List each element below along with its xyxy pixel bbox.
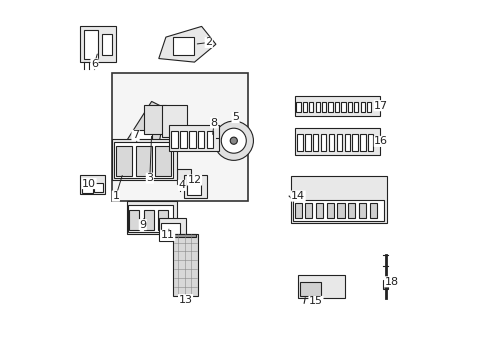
Bar	[173, 234, 198, 296]
Bar	[347, 102, 351, 112]
Text: 2: 2	[205, 37, 212, 48]
Bar	[112, 73, 247, 202]
Bar	[183, 175, 206, 198]
Bar	[336, 134, 341, 152]
Bar	[126, 202, 176, 234]
Bar	[143, 210, 153, 230]
Circle shape	[214, 121, 253, 160]
Bar	[176, 169, 190, 184]
Bar	[344, 134, 349, 152]
Text: 17: 17	[373, 101, 387, 111]
Bar	[135, 146, 151, 176]
Circle shape	[221, 128, 246, 153]
Text: 8: 8	[210, 118, 217, 128]
Bar	[155, 146, 171, 176]
Bar	[83, 30, 98, 59]
Bar	[144, 105, 165, 134]
Bar	[292, 200, 383, 221]
Bar	[315, 102, 319, 112]
Bar	[128, 205, 173, 232]
Polygon shape	[126, 102, 165, 155]
Bar	[312, 134, 318, 152]
Bar	[294, 203, 301, 217]
Bar	[347, 203, 354, 217]
Bar	[360, 134, 365, 152]
Text: 4: 4	[178, 180, 185, 190]
Text: 10: 10	[82, 179, 96, 189]
Text: 5: 5	[232, 112, 239, 122]
Bar	[369, 203, 376, 217]
Bar	[308, 102, 313, 112]
Bar	[189, 131, 195, 148]
Text: 7: 7	[132, 130, 139, 140]
Bar	[337, 203, 344, 217]
Text: 11: 11	[161, 230, 174, 240]
Polygon shape	[159, 26, 216, 62]
Bar	[294, 96, 380, 116]
Bar	[94, 183, 102, 192]
Bar	[367, 134, 373, 152]
Bar	[171, 131, 177, 148]
Bar	[360, 102, 364, 112]
Bar	[159, 217, 185, 241]
Bar	[160, 223, 180, 239]
Bar	[198, 131, 204, 148]
Bar	[102, 33, 112, 55]
Text: 6: 6	[91, 59, 98, 69]
Bar	[112, 139, 176, 180]
Text: 15: 15	[308, 296, 322, 306]
Bar	[358, 203, 365, 217]
Bar	[296, 102, 300, 112]
Bar	[297, 134, 302, 152]
Bar	[322, 102, 325, 112]
Text: 13: 13	[178, 295, 192, 305]
Text: 14: 14	[290, 191, 305, 201]
Bar	[382, 280, 387, 289]
Bar	[305, 134, 310, 152]
Bar	[162, 105, 187, 137]
Text: 12: 12	[187, 175, 201, 185]
Bar	[186, 183, 201, 195]
Bar	[315, 203, 323, 217]
Bar	[294, 128, 380, 155]
Bar	[326, 203, 333, 217]
Bar	[290, 176, 386, 223]
Bar	[366, 102, 370, 112]
Bar	[334, 102, 339, 112]
Bar	[82, 182, 93, 193]
Bar	[80, 175, 105, 194]
Text: 9: 9	[139, 220, 146, 230]
Bar	[129, 210, 139, 230]
Text: 3: 3	[146, 173, 153, 183]
Bar	[169, 125, 219, 152]
Bar	[353, 102, 358, 112]
Bar	[298, 275, 344, 298]
Bar	[328, 102, 332, 112]
Bar	[305, 203, 312, 217]
Bar	[299, 282, 321, 296]
Bar	[180, 131, 186, 148]
Bar	[320, 134, 325, 152]
Text: 18: 18	[384, 277, 398, 287]
Bar	[341, 102, 345, 112]
Bar	[173, 37, 194, 55]
Bar	[174, 234, 196, 237]
Bar	[134, 130, 151, 152]
Bar	[302, 102, 306, 112]
Bar	[116, 146, 132, 176]
Bar	[206, 131, 213, 148]
Bar	[352, 134, 357, 152]
Bar	[158, 210, 168, 230]
Bar	[114, 143, 173, 178]
Bar	[328, 134, 333, 152]
Circle shape	[230, 137, 237, 144]
Text: 1: 1	[112, 191, 119, 201]
Bar	[80, 26, 116, 62]
Text: 16: 16	[373, 136, 387, 147]
